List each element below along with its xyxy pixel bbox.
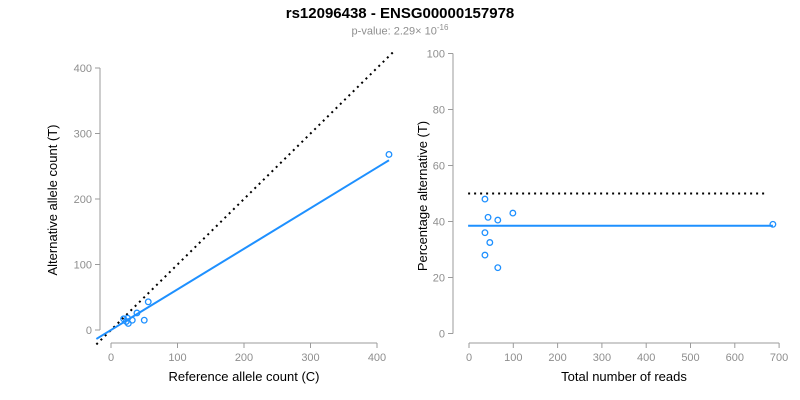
data-point: [128, 316, 136, 324]
y-axis-title: Percentage alternative (T): [415, 121, 430, 271]
x-tick-label: 200: [235, 352, 253, 364]
x-tick-label: 200: [548, 352, 566, 364]
panel-left: 0 100 200 300 400 0 100 200 300 400 Reference alle…: [45, 52, 395, 384]
data-point: [133, 309, 141, 317]
y-tick-label: 0: [86, 325, 92, 337]
x-tick-label: 300: [593, 352, 611, 364]
data-point: [144, 298, 152, 306]
y-tick-label: 80: [433, 105, 445, 117]
y-tick-label: 300: [74, 129, 92, 141]
data-point: [769, 220, 777, 228]
x-axis-title: Reference allele count (C): [168, 369, 319, 384]
identity-line: [95, 52, 395, 346]
y-tick-label: 200: [74, 194, 92, 206]
x-axis-title: Total number of reads: [561, 369, 687, 384]
x-tick-label: 400: [637, 352, 655, 364]
x-tick-label: 500: [681, 352, 699, 364]
data-point: [481, 195, 489, 203]
figure-subtitle: p-value: 2.29× 10-16: [0, 23, 800, 38]
pvalue-exponent: -16: [436, 23, 449, 32]
fit-line: [95, 159, 390, 340]
x-tick-label: 100: [504, 352, 522, 364]
data-point: [494, 216, 502, 224]
y-tick-label: 60: [433, 161, 445, 173]
data-point: [484, 213, 492, 221]
x-tick-label: 100: [168, 352, 186, 364]
data-point: [494, 264, 502, 272]
x-tick-label: 0: [108, 352, 114, 364]
data-point: [486, 239, 494, 246]
figure-title: rs12096438 - ENSG00000157978: [285, 5, 515, 22]
y-tick-label: 40: [433, 217, 445, 229]
data-point: [124, 320, 132, 327]
panel-right: 0 20 40 60 80 100 0 100 200 300 400 500 600 700 Total …: [415, 49, 788, 385]
y-axis-title: Alternative allele count (T): [45, 124, 60, 275]
x-tick-label: 300: [301, 352, 319, 364]
x-tick-label: 700: [770, 352, 788, 364]
y-tick-label: 400: [74, 63, 92, 75]
data-point: [509, 209, 517, 217]
data-point: [481, 251, 489, 259]
pvalue-text: p-value: 2.29× 10: [351, 25, 437, 38]
x-tick-label: 0: [466, 352, 472, 364]
x-tick-label: 400: [368, 352, 386, 364]
x-tick-label: 600: [726, 352, 744, 364]
data-point: [385, 151, 393, 158]
y-tick-label: 0: [439, 329, 445, 341]
y-tick-label: 100: [427, 49, 445, 61]
data-point: [481, 229, 489, 237]
y-tick-label: 20: [433, 273, 445, 285]
y-tick-label: 100: [74, 260, 92, 272]
data-point: [140, 316, 148, 324]
